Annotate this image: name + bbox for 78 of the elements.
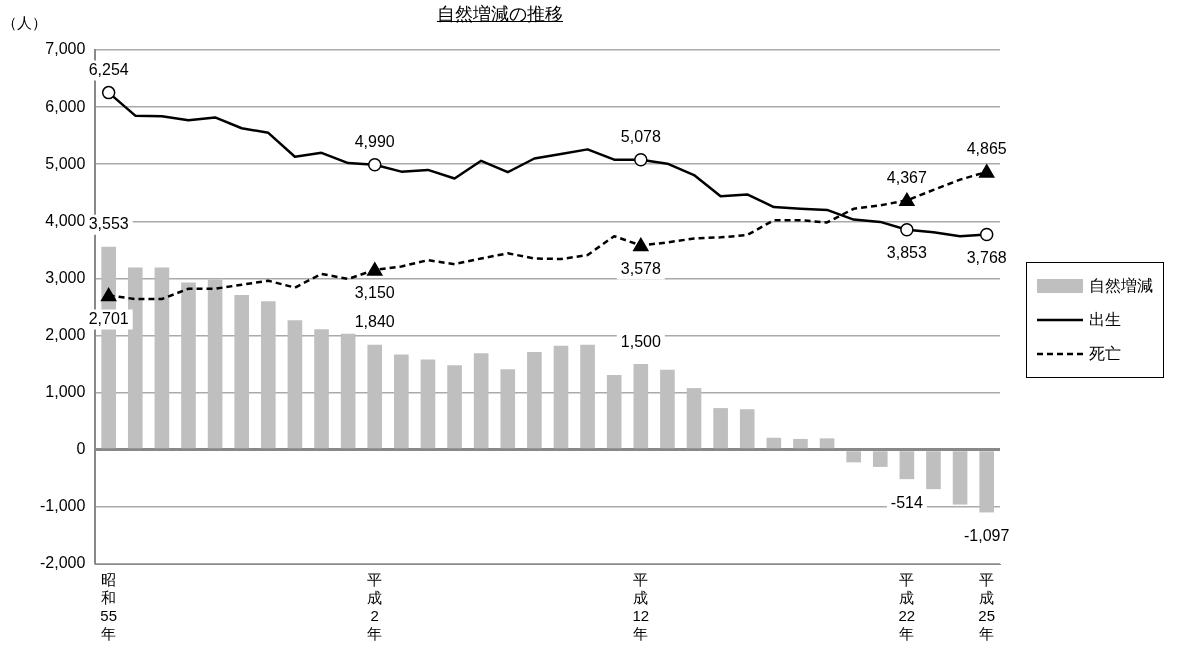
bar xyxy=(580,344,595,449)
point xyxy=(634,153,648,167)
bar xyxy=(473,353,489,449)
data-label: 2,701 xyxy=(88,309,129,327)
bar xyxy=(660,369,675,449)
y-tick-label: 6,000 xyxy=(45,97,86,115)
bar xyxy=(127,267,143,449)
y-tick-label: 1,000 xyxy=(45,383,86,401)
bar xyxy=(606,374,622,449)
chart-title: 自然増減の推移 xyxy=(437,4,563,24)
bar xyxy=(261,301,276,449)
bar xyxy=(553,345,569,449)
y-tick-label: 4,000 xyxy=(45,211,86,229)
bar xyxy=(899,451,915,480)
bar xyxy=(420,359,436,449)
y-axis-title: （人） xyxy=(2,14,47,33)
bar xyxy=(819,438,835,449)
x-tick-label: 昭和55年 xyxy=(100,571,118,643)
bar xyxy=(926,451,941,490)
y-tick-label: 7,000 xyxy=(45,40,86,58)
y-tick-label: -2,000 xyxy=(39,554,86,572)
bar xyxy=(713,408,728,449)
bar xyxy=(447,365,462,449)
data-label: 3,150 xyxy=(354,284,395,302)
point xyxy=(100,287,117,302)
data-label: 6,254 xyxy=(88,61,129,79)
x-tick-label: 平成22年 xyxy=(898,571,916,643)
bar xyxy=(394,354,409,449)
bar xyxy=(287,320,303,449)
legend-label: 出生 xyxy=(1089,309,1121,330)
y-tick-label: 0 xyxy=(76,440,86,458)
data-label: 5,078 xyxy=(620,128,661,146)
y-tick-label: 2,000 xyxy=(45,325,86,343)
bar xyxy=(500,369,516,449)
point xyxy=(979,227,994,242)
data-label: 4,367 xyxy=(886,168,927,186)
data-label: 4,865 xyxy=(966,140,1007,158)
data-label: -1,097 xyxy=(964,526,1010,544)
point xyxy=(101,85,116,100)
x-tick-label: 平成12年 xyxy=(632,571,650,643)
point xyxy=(899,192,915,207)
data-label: 1,840 xyxy=(354,313,395,331)
y-tick-label: -1,000 xyxy=(39,497,86,515)
data-label: -514 xyxy=(890,493,923,511)
bar xyxy=(314,329,329,449)
x-tick-label: 平成25年 xyxy=(978,571,996,643)
bar xyxy=(367,344,383,449)
bar xyxy=(739,409,755,449)
bar xyxy=(686,388,702,449)
point xyxy=(633,237,649,252)
bar xyxy=(340,333,356,449)
data-label: 3,578 xyxy=(620,259,661,277)
bar xyxy=(207,279,223,449)
bar xyxy=(979,451,995,513)
point xyxy=(900,222,914,237)
bar xyxy=(527,352,542,449)
bar xyxy=(154,267,170,449)
bar xyxy=(234,295,250,449)
y-tick-label: 3,000 xyxy=(45,268,86,286)
legend-label: 自然増減 xyxy=(1089,275,1153,296)
y-tick-label: 5,000 xyxy=(45,154,86,172)
data-label: 3,853 xyxy=(886,244,927,262)
point xyxy=(366,262,383,276)
bar xyxy=(952,451,968,505)
data-label: 3,768 xyxy=(966,248,1007,266)
point xyxy=(367,158,382,172)
x-tick-label: 平成2年 xyxy=(367,571,383,643)
data-label: 3,553 xyxy=(88,215,129,233)
legend-label: 死亡 xyxy=(1089,343,1121,364)
bar xyxy=(793,438,808,449)
data-label: 4,990 xyxy=(354,133,395,151)
bar xyxy=(846,451,861,463)
bar xyxy=(633,364,649,449)
bar xyxy=(766,437,782,449)
bar xyxy=(181,282,196,449)
bar xyxy=(872,451,888,467)
point xyxy=(978,164,995,178)
data-label: 1,500 xyxy=(620,332,661,350)
